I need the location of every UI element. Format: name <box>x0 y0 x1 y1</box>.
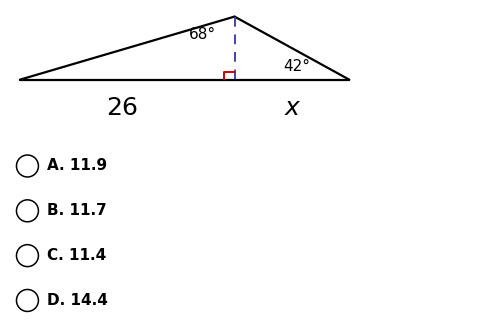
Text: 42°: 42° <box>283 59 310 74</box>
Text: B. 11.7: B. 11.7 <box>47 203 107 218</box>
Text: C. 11.4: C. 11.4 <box>47 248 107 263</box>
Text: D. 14.4: D. 14.4 <box>47 293 108 308</box>
Text: 26: 26 <box>106 96 138 120</box>
Text: x: x <box>284 96 299 120</box>
Text: A. 11.9: A. 11.9 <box>47 158 107 174</box>
Text: 68°: 68° <box>189 27 216 42</box>
